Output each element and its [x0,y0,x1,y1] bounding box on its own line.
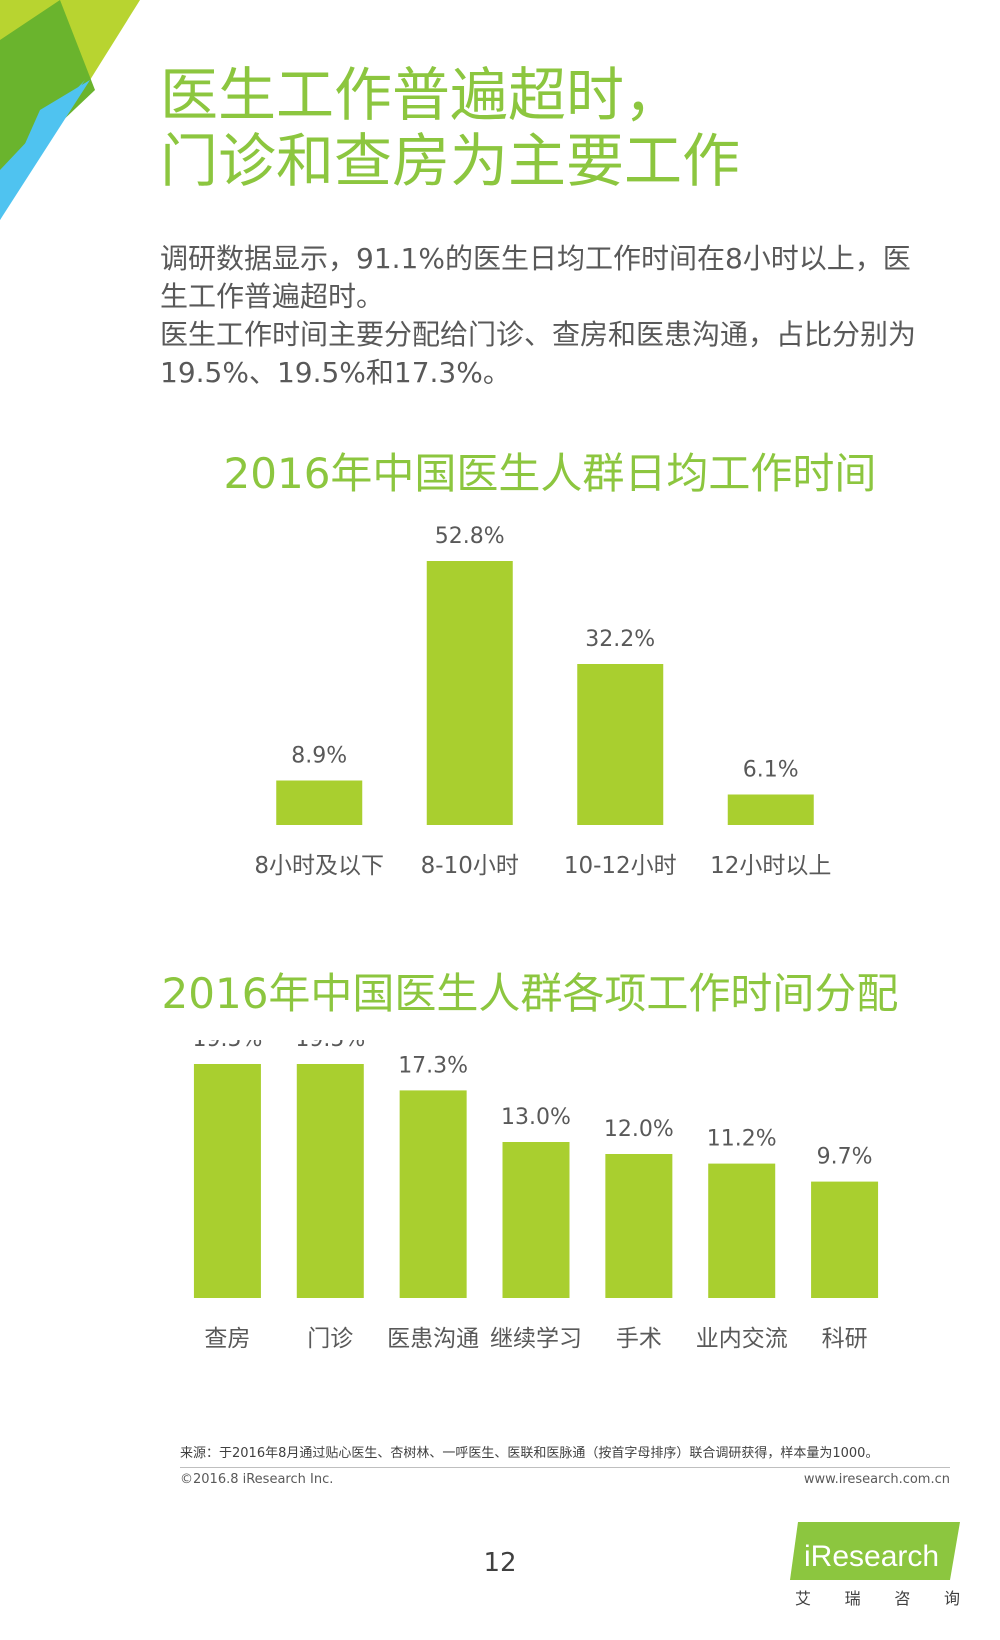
bar-4 [727,794,814,825]
bar-2 [426,561,513,825]
intro-text: 调研数据显示，91.1%的医生日均工作时间在8小时以上，医生工作普遍超时。 医生… [160,240,930,392]
value-label-6: 11.2% [707,1127,777,1152]
page-number: 12 [483,1548,517,1578]
logo-sub-char: 艾 [795,1589,812,1608]
value-label-2: 52.8% [435,524,505,549]
chart-work-time-allocation: 19.5% 查房 19.5% 门诊 17.3% 医患沟通 13.0% 继续学习 12.0% 手术 1… [192,1040,879,1352]
bar-2 [296,1064,364,1298]
chart-daily-work-hours: 8.9% 8小时及以下 52.8% 8-10小时 32.2% 10-12小时 6.1% 12小… [254,524,831,879]
chart2-title: 2016年中国医生人群各项工作时间分配 [161,969,899,1018]
page-title: 医生工作普遍超时， 门诊和查房为主要工作 [160,62,740,194]
value-label-7: 9.7% [817,1145,873,1170]
iresearch-logo: iResearch [790,1522,960,1580]
value-label-1: 19.5% [192,1040,262,1052]
logo-sub-char: 咨 [894,1589,911,1608]
value-label-4: 13.0% [501,1105,571,1130]
corner-decoration [0,0,140,220]
value-label-2: 19.5% [295,1040,365,1052]
value-label-4: 6.1% [743,758,799,783]
title-line-2: 门诊和查房为主要工作 [160,127,741,195]
category-label-5: 手术 [616,1326,662,1352]
category-label-2: 门诊 [307,1326,353,1352]
bar-1 [276,780,363,825]
category-label-7: 科研 [822,1326,868,1352]
value-label-3: 17.3% [398,1053,468,1078]
title-line-1: 医生工作普遍超时， [160,61,683,129]
category-label-2: 8-10小时 [421,853,519,879]
logo-subtitle: 艾 瑞 咨 询 [795,1585,960,1609]
value-label-5: 12.0% [604,1117,674,1142]
logo-text: iResearch [804,1540,939,1573]
bar-3 [577,664,664,825]
category-label-1: 8小时及以下 [254,853,384,879]
value-label-3: 32.2% [585,627,655,652]
bar-7 [811,1181,879,1298]
intro-paragraph-1: 调研数据显示，91.1%的医生日均工作时间在8小时以上，医生工作普遍超时。 [160,242,911,313]
value-label-1: 8.9% [291,744,347,769]
bar-3 [399,1090,467,1298]
source-note: 来源：于2016年8月通过贴心医生、杏树林、一呼医生、医联和医脉通（按首字母排序… [180,1442,950,1468]
intro-paragraph-2: 医生工作时间主要分配给门诊、查房和医患沟通，占比分别为19.5%、19.5%和1… [160,318,917,389]
bar-4 [502,1142,570,1298]
chart1-title: 2016年中国医生人群日均工作时间 [223,449,877,498]
category-label-3: 医患沟通 [387,1326,479,1352]
bar-5 [605,1154,673,1298]
website-url[interactable]: www.iresearch.com.cn [803,1472,950,1487]
logo-sub-char: 询 [943,1589,960,1608]
category-label-4: 继续学习 [490,1326,582,1352]
category-label-6: 业内交流 [696,1326,788,1352]
category-label-1: 查房 [204,1326,250,1352]
bar-1 [193,1064,261,1298]
category-label-3: 10-12小时 [564,853,677,879]
category-label-4: 12小时以上 [710,853,831,879]
bar-6 [708,1163,776,1298]
copyright: ©2016.8 iResearch Inc. [180,1472,334,1487]
logo-sub-char: 瑞 [844,1589,861,1608]
